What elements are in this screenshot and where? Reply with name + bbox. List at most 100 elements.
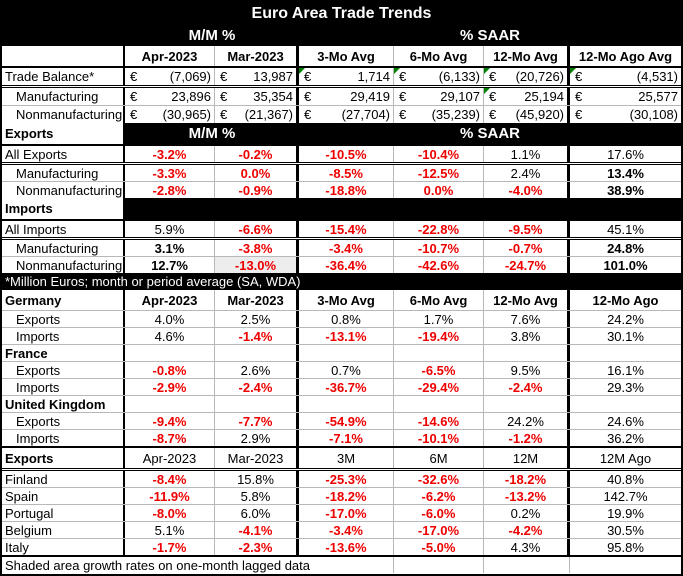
cell: 5.8% xyxy=(215,488,299,504)
section-header-row: United Kingdom xyxy=(2,396,681,413)
row-label: Spain xyxy=(2,488,125,504)
cell: -0.8% xyxy=(125,362,215,378)
cell: 17.6% xyxy=(607,146,644,162)
cell: 24.8% xyxy=(607,240,644,256)
cell-value: 13,987 xyxy=(253,69,293,84)
column-header: 12M Ago xyxy=(599,450,652,466)
cell: -18.2% xyxy=(484,471,570,487)
row-label: Exports xyxy=(2,413,125,429)
cell: 24.6% xyxy=(607,413,644,429)
row-label: Portugal xyxy=(2,505,125,521)
row-label: Exports xyxy=(2,311,125,327)
comment-flag-icon xyxy=(570,68,576,74)
cell: -3.4% xyxy=(299,240,394,256)
table-row: Italy -1.7% -2.3% -13.6% -5.0% 4.3% 95.8% xyxy=(2,539,681,557)
cell-value: 29,107 xyxy=(440,89,480,104)
cell: € (30,108) xyxy=(570,106,681,123)
cell: -6.5% xyxy=(394,362,484,378)
row-label: Manufacturing xyxy=(2,240,125,256)
row-label: Nonmanufacturing xyxy=(2,257,125,273)
cell-value: 35,354 xyxy=(253,89,293,104)
row-label: Exports xyxy=(2,362,125,378)
euro-symbol: € xyxy=(130,69,138,84)
euro-symbol: € xyxy=(489,107,497,122)
cell-value: (30,965) xyxy=(162,107,211,122)
group-header-row: Imports xyxy=(2,198,681,221)
table-row: Manufacturing €23,896 €35,354 €29,419 €29,10… xyxy=(2,88,681,106)
units-footnote: *Million Euros; month or period average … xyxy=(2,273,681,290)
cell: -2.9% xyxy=(125,379,215,395)
cell: 30.5% xyxy=(607,522,644,538)
column-header: 12-Mo Avg xyxy=(484,46,570,66)
cell: € (35,239) xyxy=(394,106,484,123)
cell: €29,419 xyxy=(299,88,394,105)
euro-symbol: € xyxy=(220,89,228,104)
column-header: 3M xyxy=(299,448,394,468)
cell xyxy=(394,557,484,573)
cell: -32.6% xyxy=(394,471,484,487)
table-row: All Exports -3.2% -0.2% -10.5% -10.4% 1.1% 17.… xyxy=(2,146,681,165)
comment-flag-icon xyxy=(484,68,490,74)
cell-value: (27,704) xyxy=(341,107,390,122)
table-row: Manufacturing 3.1% -3.8% -3.4% -10.7% -0.7% 24… xyxy=(2,240,681,257)
cell xyxy=(570,557,681,573)
section-label: United Kingdom xyxy=(2,396,125,412)
cell: 0.7% xyxy=(299,362,394,378)
row-label: Imports xyxy=(2,430,125,446)
table-row: Nonmanufacturing € (30,965) € (21,367) € (27,7… xyxy=(2,106,681,123)
cell: -2.3% xyxy=(215,539,299,555)
column-header: 6M xyxy=(394,448,484,468)
cell: -0.2% xyxy=(215,146,299,162)
row-label: Nonmanufacturing xyxy=(2,182,125,198)
cell: 3.1% xyxy=(125,240,215,256)
cell: -19.4% xyxy=(394,328,484,344)
cell: -13.6% xyxy=(299,539,394,555)
cell xyxy=(215,396,299,412)
cell: €25,577 xyxy=(570,88,681,105)
footnote-bar: *Million Euros; month or period average … xyxy=(2,273,681,290)
cell: -2.4% xyxy=(484,379,570,395)
cell-value: (6,133) xyxy=(438,69,480,84)
cell-value: (21,367) xyxy=(244,107,293,122)
cell: -12.5% xyxy=(394,165,484,181)
cell-value: (4,531) xyxy=(636,69,678,84)
cell xyxy=(484,345,570,361)
column-header: Mar-2023 xyxy=(215,448,299,468)
euro-symbol: € xyxy=(399,89,407,104)
cell: -13.2% xyxy=(484,488,570,504)
cell: -3.8% xyxy=(215,240,299,256)
cell: -3.3% xyxy=(125,165,215,181)
cell xyxy=(125,396,215,412)
cell: -18.2% xyxy=(299,488,394,504)
column-header: 6-Mo Avg xyxy=(394,290,484,310)
cell: €35,354 xyxy=(215,88,299,105)
table-row: Nonmanufacturing 12.7% -13.0% -36.4% -42.6% -… xyxy=(2,257,681,273)
row-label: Manufacturing xyxy=(2,165,125,181)
euro-symbol: € xyxy=(489,69,497,84)
cell xyxy=(484,396,570,412)
cell: -6.6% xyxy=(215,221,299,237)
cell: 0.0% xyxy=(215,165,299,181)
comment-flag-icon xyxy=(484,88,490,94)
table-row: Exports 4.0% 2.5% 0.8% 1.7% 7.6% 24.2% xyxy=(2,311,681,328)
table-row: Belgium 5.1% -4.1% -3.4% -17.0% -4.2% 30.5% xyxy=(2,522,681,539)
row-label: Imports xyxy=(2,328,125,344)
column-header: 12M xyxy=(484,448,570,468)
cell: € (4,531) xyxy=(570,68,681,85)
table-row: All Imports 5.9% -6.6% -15.4% -22.8% -9.5% 45.… xyxy=(2,221,681,240)
cell: -8.0% xyxy=(125,505,215,521)
column-header: Apr-2023 xyxy=(125,290,215,310)
cell-value: 1,714 xyxy=(357,69,390,84)
euro-symbol: € xyxy=(220,69,228,84)
table-row: Exports -0.8% 2.6% 0.7% -6.5% 9.5% 16.1% xyxy=(2,362,681,379)
cell: 40.8% xyxy=(607,471,644,487)
cell: -54.9% xyxy=(299,413,394,429)
table-row: Spain -11.9% 5.8% -18.2% -6.2% -13.2% 142.7% xyxy=(2,488,681,505)
cell: €25,194 xyxy=(484,88,570,105)
cell: 38.9% xyxy=(607,182,644,198)
group-row-label: Exports xyxy=(2,123,125,144)
euro-symbol: € xyxy=(575,107,583,122)
saar-group-header: % SAAR xyxy=(299,25,681,46)
saar-group-header xyxy=(299,198,681,219)
